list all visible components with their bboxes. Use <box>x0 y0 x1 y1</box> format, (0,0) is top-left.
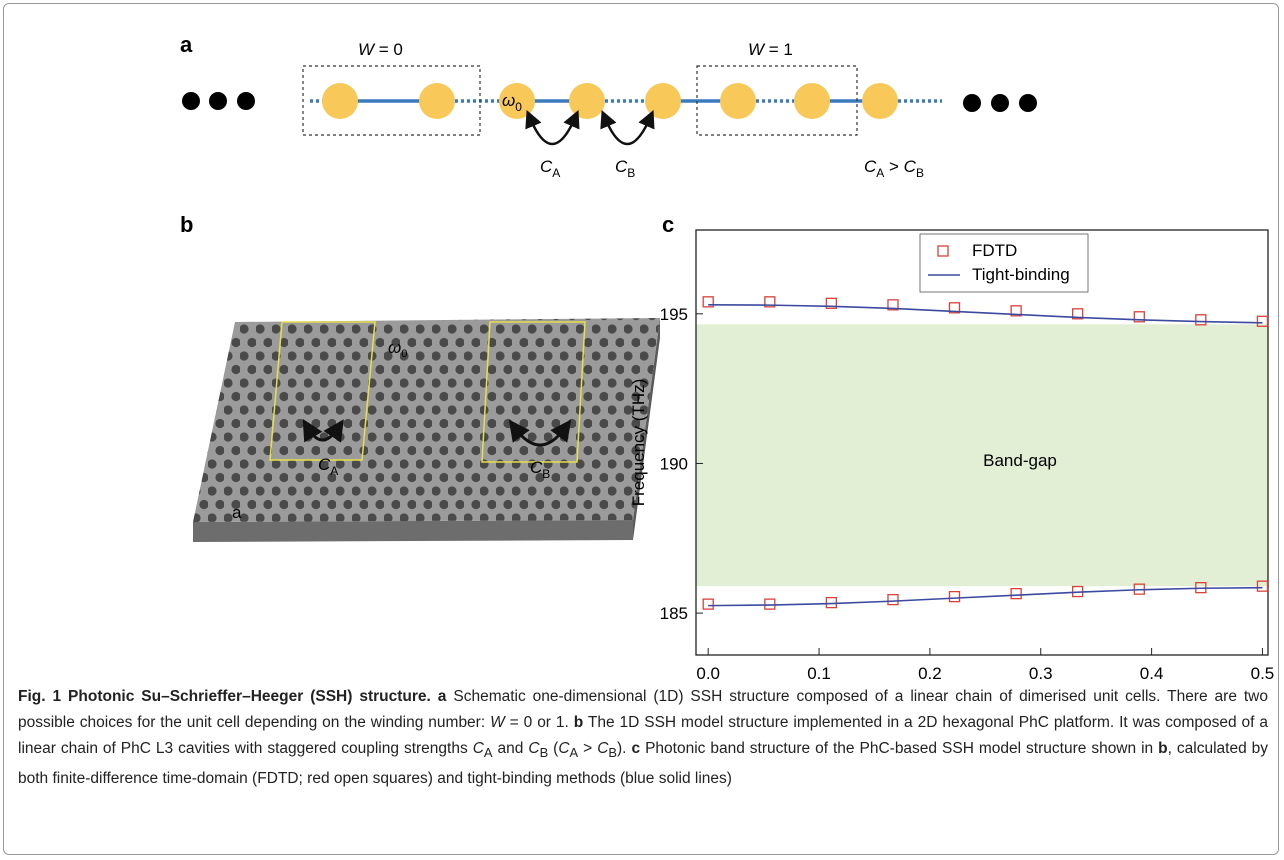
site-label: ω0 <box>388 338 407 360</box>
fdtd-point <box>1256 580 1269 592</box>
figure-frame <box>3 3 1279 855</box>
caption-ref: a <box>437 688 447 705</box>
caption-text: A <box>569 745 579 761</box>
caption-text: > <box>583 740 593 757</box>
band-gap <box>696 324 1268 587</box>
unit-cell-boxes <box>302 65 858 136</box>
fdtd-point <box>1133 311 1145 323</box>
caption-text: C <box>597 740 609 757</box>
caption-text: and <box>497 740 524 757</box>
coupling-label: CB <box>530 458 550 481</box>
caption-text: ( <box>553 740 559 757</box>
y-tick-label: 190 <box>660 454 688 473</box>
coupling-arrow <box>525 109 580 146</box>
fdtd-point <box>887 299 899 311</box>
caption-title: Fig. 1 Photonic Su–Schrieffer–Heeger (SS… <box>18 688 431 705</box>
fdtd-point <box>948 302 961 314</box>
x-tick-label: 0.3 <box>1029 664 1053 680</box>
caption-text: C <box>472 740 484 757</box>
plot-frame <box>695 229 1269 656</box>
caption-text: , calculated by both finite-difference t… <box>18 740 1269 788</box>
chain-sites <box>322 83 898 119</box>
x-tick-label: 0.4 <box>1140 664 1164 680</box>
band-plot: Band-gap0.00.10.20.30.40.5185190195Wavev… <box>629 229 1275 680</box>
fdtd-point <box>764 598 776 610</box>
coupling-label: CA <box>318 455 338 478</box>
panel-label: b <box>180 212 193 237</box>
fdtd-point <box>702 296 714 308</box>
y-tick-label: 185 <box>660 604 688 623</box>
legend-label: FDTD <box>972 241 1017 260</box>
inequality: CA > CB <box>864 157 924 180</box>
fdtd-point <box>1256 315 1269 327</box>
caption-ref: c <box>631 740 641 757</box>
panel-label: c <box>662 212 674 237</box>
lattice-label: a <box>232 503 242 522</box>
y-tick-label: 195 <box>660 305 688 324</box>
x-tick-label: 0.5 <box>1251 664 1275 680</box>
caption: Fig. 1 Photonic Su–Schrieffer–Heeger (SS… <box>18 684 1268 792</box>
caption-text: Schematic one-dimensional (1D) SSH struc… <box>18 688 1268 731</box>
x-tick-label: 0.2 <box>918 664 942 680</box>
figure: a W = 0 W = 1 ω0 CA CB CA > CB b ω0 CA C… <box>180 32 1275 680</box>
caption-ref: b <box>573 714 584 731</box>
fdtd-point <box>825 297 838 309</box>
unit-cell-label: W = 1 <box>748 40 793 59</box>
fdtd-point <box>948 590 961 603</box>
caption-text: B <box>608 745 617 761</box>
caption-text: Photonic band structure of the PhC-based… <box>645 740 1154 757</box>
tight-binding-line <box>708 304 1263 324</box>
fdtd-point <box>1010 305 1022 317</box>
caption-text: B <box>539 745 549 761</box>
x-tick-label: 0.0 <box>696 664 720 680</box>
band-gap-label: Band-gap <box>983 451 1057 470</box>
phc-slab <box>193 318 660 542</box>
legend-marker <box>937 245 949 257</box>
y-axis-label: Frequency (THz) <box>629 379 648 507</box>
caption-text: The 1D SSH model structure implemented i… <box>18 714 1269 757</box>
fdtd-point <box>1072 308 1084 320</box>
fdtd-point <box>1010 587 1022 600</box>
fdtd-point <box>1195 314 1207 326</box>
fdtd-point <box>764 296 776 308</box>
unit-cell-label: W = 0 <box>358 40 403 59</box>
caption-text: = 0 or 1. <box>509 714 569 731</box>
caption-text: ). <box>617 740 627 757</box>
tight-binding-line <box>708 586 1263 607</box>
coupling-label: CB <box>615 157 635 180</box>
fdtd-point <box>702 598 714 610</box>
caption-text: A <box>483 745 493 761</box>
legend-box <box>919 233 1089 293</box>
caption-text: W <box>490 714 505 731</box>
legend-label: Tight-binding <box>972 265 1070 284</box>
caption-text: C <box>528 740 540 757</box>
caption-ref: b <box>1158 740 1168 757</box>
site-label: ω0 <box>502 91 522 114</box>
coupling-label: CA <box>540 157 560 180</box>
caption-text: C <box>558 740 570 757</box>
panel-label: a <box>180 32 193 57</box>
coupling-arrow <box>600 109 655 146</box>
fdtd-point <box>887 593 899 606</box>
ellipsis <box>182 92 1037 112</box>
x-tick-label: 0.1 <box>807 664 831 680</box>
